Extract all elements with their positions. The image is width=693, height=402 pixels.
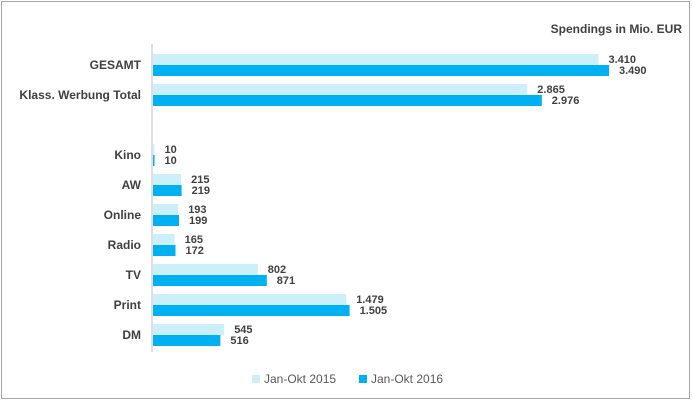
value-label-kino-2016: 10 — [165, 155, 177, 167]
category-label-kino: Kino — [114, 148, 141, 162]
bar-tv-2016 — [153, 275, 267, 286]
chart-title: Spendings in Mio. EUR — [551, 22, 683, 36]
bar-kino-2015 — [153, 144, 155, 155]
bar-dm-2015 — [153, 324, 225, 335]
category-label-print: Print — [114, 298, 141, 312]
legend: Jan-Okt 2015 Jan-Okt 2016 — [252, 372, 443, 386]
bar-online-2016 — [153, 215, 179, 226]
category-label-dm: DM — [122, 328, 141, 342]
category-label-klass-werbung-total: Klass. Werbung Total — [19, 88, 141, 102]
bar-gesamt-2015 — [153, 54, 599, 65]
bar-gesamt-2016 — [153, 65, 609, 76]
value-label-gesamt-2016: 3.490 — [619, 65, 647, 77]
value-label-radio-2015: 165 — [185, 234, 203, 246]
category-label-radio: Radio — [108, 238, 141, 252]
value-label-gesamt-2015: 3.410 — [609, 54, 637, 66]
value-label-aw-2015: 215 — [191, 174, 209, 186]
value-label-klass-werbung-total-2015: 2.865 — [537, 84, 565, 96]
value-label-print-2015: 1.479 — [356, 294, 384, 306]
value-label-aw-2016: 219 — [192, 185, 210, 197]
value-label-online-2016: 199 — [189, 215, 207, 227]
bar-online-2015 — [153, 204, 179, 215]
value-label-tv-2015: 802 — [268, 264, 286, 276]
bar-klass-werbung-total-2015 — [153, 84, 528, 95]
legend-swatch-2015 — [252, 375, 260, 383]
category-label-aw: AW — [122, 178, 142, 192]
value-label-online-2015: 193 — [188, 204, 206, 216]
value-label-radio-2016: 172 — [186, 245, 204, 257]
value-label-print-2016: 1.505 — [360, 305, 388, 317]
category-label-tv: TV — [126, 268, 141, 282]
category-label-gesamt: GESAMT — [90, 58, 142, 72]
bar-dm-2016 — [153, 335, 221, 346]
bar-aw-2016 — [153, 185, 182, 196]
bar-radio-2015 — [153, 234, 175, 245]
value-label-kino-2015: 10 — [165, 144, 177, 156]
bar-print-2015 — [153, 294, 347, 305]
value-label-klass-werbung-total-2016: 2.976 — [552, 95, 580, 107]
value-label-dm-2015: 545 — [234, 324, 252, 336]
value-label-tv-2016: 871 — [277, 275, 295, 287]
bar-klass-werbung-total-2016 — [153, 95, 542, 106]
bar-radio-2016 — [153, 245, 176, 256]
category-label-online: Online — [104, 208, 142, 222]
bar-kino-2016 — [153, 155, 155, 166]
legend-label-2015: Jan-Okt 2015 — [264, 372, 336, 386]
legend-label-2016: Jan-Okt 2016 — [371, 372, 443, 386]
bar-print-2016 — [153, 305, 350, 316]
bar-aw-2015 — [153, 174, 182, 185]
bar-tv-2015 — [153, 264, 258, 275]
legend-swatch-2016 — [359, 375, 367, 383]
value-label-dm-2016: 516 — [230, 335, 248, 347]
